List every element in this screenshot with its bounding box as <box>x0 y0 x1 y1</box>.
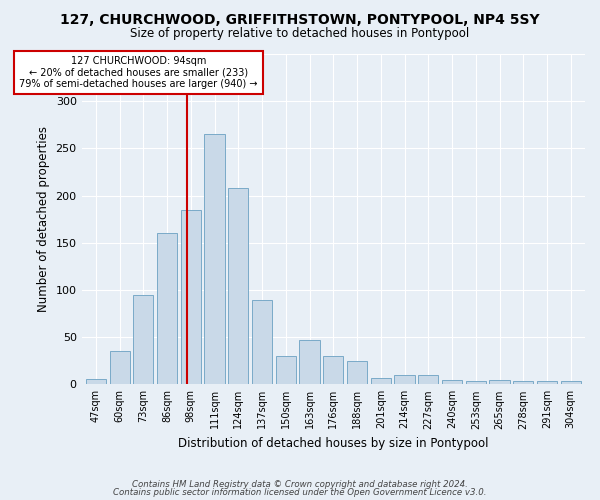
Bar <box>490 380 509 384</box>
X-axis label: Distribution of detached houses by size in Pontypool: Distribution of detached houses by size … <box>178 437 488 450</box>
Bar <box>513 380 533 384</box>
Bar <box>181 210 201 384</box>
Bar <box>110 352 130 384</box>
Bar <box>86 378 106 384</box>
Bar <box>205 134 224 384</box>
Bar <box>299 340 320 384</box>
Bar <box>442 380 462 384</box>
Bar <box>323 356 343 384</box>
Bar <box>133 294 154 384</box>
Bar <box>394 375 415 384</box>
Text: 127 CHURCHWOOD: 94sqm
← 20% of detached houses are smaller (233)
79% of semi-det: 127 CHURCHWOOD: 94sqm ← 20% of detached … <box>19 56 258 90</box>
Bar <box>537 380 557 384</box>
Text: 127, CHURCHWOOD, GRIFFITHSTOWN, PONTYPOOL, NP4 5SY: 127, CHURCHWOOD, GRIFFITHSTOWN, PONTYPOO… <box>60 12 540 26</box>
Bar <box>418 375 439 384</box>
Y-axis label: Number of detached properties: Number of detached properties <box>37 126 50 312</box>
Bar <box>228 188 248 384</box>
Text: Size of property relative to detached houses in Pontypool: Size of property relative to detached ho… <box>130 28 470 40</box>
Text: Contains public sector information licensed under the Open Government Licence v3: Contains public sector information licen… <box>113 488 487 497</box>
Bar <box>276 356 296 384</box>
Bar <box>371 378 391 384</box>
Bar <box>252 300 272 384</box>
Bar <box>466 380 486 384</box>
Text: Contains HM Land Registry data © Crown copyright and database right 2024.: Contains HM Land Registry data © Crown c… <box>132 480 468 489</box>
Bar <box>347 360 367 384</box>
Bar <box>560 382 581 384</box>
Bar <box>157 234 177 384</box>
